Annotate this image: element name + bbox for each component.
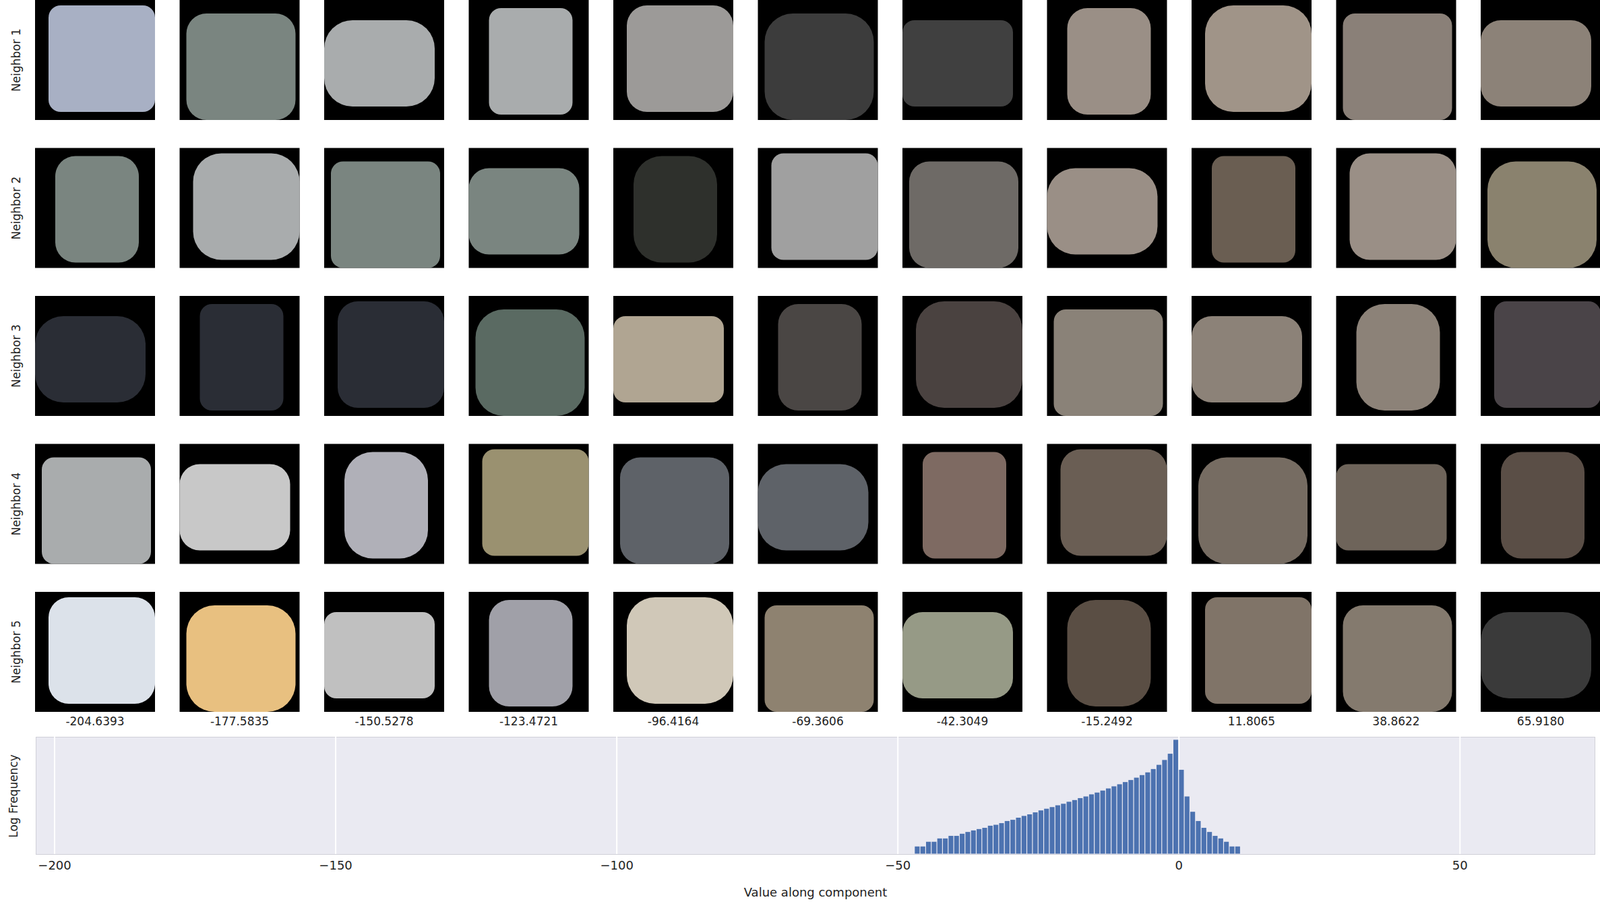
svg-text:-123.4721: -123.4721 [499,714,559,728]
svg-text:-150.5278: -150.5278 [354,714,414,728]
svg-text:-96.4164: -96.4164 [647,714,699,728]
svg-text:−200: −200 [37,857,71,873]
svg-text:Neighbor 4: Neighbor 4 [9,472,23,536]
svg-text:Neighbor 3: Neighbor 3 [9,324,23,388]
svg-text:50: 50 [1452,857,1468,873]
svg-text:Value along component: Value along component [744,884,888,900]
svg-text:38.8622: 38.8622 [1372,714,1420,728]
svg-text:0: 0 [1175,857,1183,873]
svg-text:-15.2492: -15.2492 [1081,714,1133,728]
svg-text:-42.3049: -42.3049 [936,714,989,728]
svg-text:Neighbor 2: Neighbor 2 [9,176,23,240]
svg-text:65.9180: 65.9180 [1517,714,1565,728]
svg-text:Neighbor 1: Neighbor 1 [9,28,23,92]
svg-text:11.8065: 11.8065 [1227,714,1276,728]
html-text:Log Frequency: Log Frequency [6,754,21,838]
svg-text:-69.3606: -69.3606 [791,714,844,728]
svg-text:−100: −100 [599,857,633,873]
svg-text:-177.5835: -177.5835 [210,714,269,728]
svg-text:−50: −50 [884,857,911,873]
svg-text:Neighbor 5: Neighbor 5 [9,620,23,684]
svg-text:-204.6393: -204.6393 [65,714,125,728]
svg-text:−150: −150 [318,857,352,873]
